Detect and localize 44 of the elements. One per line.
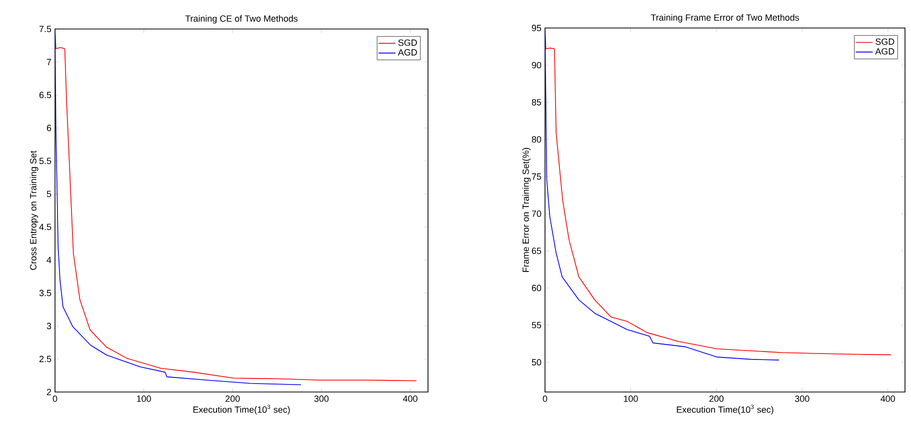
- y-tick-label: 75: [532, 173, 542, 180]
- y-tick-label: 5: [46, 190, 52, 198]
- y-tick-label: 90: [532, 62, 542, 68]
- y-tick-label: 3.5: [39, 290, 52, 296]
- x-tick-label: 200: [226, 396, 240, 402]
- y-tick-label: 50: [532, 359, 542, 366]
- y-tick-label: 7.5: [39, 26, 52, 32]
- chart-title: Training CE of Two Methods: [185, 15, 298, 24]
- y-tick-label: 95: [532, 24, 542, 32]
- y-tick-label: 7: [46, 58, 52, 66]
- x-tick-label: 0: [542, 396, 548, 402]
- legend-label: AGD: [398, 49, 417, 56]
- y-tick-label: 55: [532, 322, 542, 328]
- line-series: [545, 28, 780, 360]
- chart-title: Training Frame Error of Two Methods: [650, 14, 799, 22]
- x-tick-label: 100: [624, 396, 638, 402]
- y-tick-label: 80: [532, 136, 542, 143]
- y-tick-label: 2.5: [39, 356, 52, 362]
- x-tick-label: 400: [880, 396, 895, 402]
- x-tick-label: 100: [137, 396, 151, 402]
- y-tick-label: 3: [46, 322, 52, 330]
- x-tick-label: 300: [795, 396, 810, 402]
- line-series: [55, 28, 302, 386]
- y-tick-label: 65: [532, 248, 542, 254]
- x-tick-label: 0: [52, 396, 58, 402]
- x-tick-label: 400: [402, 396, 418, 402]
- legend-label: SGD: [398, 39, 417, 46]
- y-tick-label: 5.5: [39, 158, 52, 164]
- y-tick-label: 4.5: [39, 224, 52, 230]
- y-tick-label: 6.5: [39, 92, 52, 98]
- y-axis-title: Cross Entropy on Training Set: [30, 150, 38, 270]
- legend-label: SGD: [876, 38, 894, 45]
- x-axis-title: Execution Time(10$^{3}$ sec): [193, 404, 290, 415]
- x-tick-label: 200: [709, 396, 724, 402]
- y-tick-label: 4: [46, 256, 52, 264]
- y-tick-label: 85: [532, 99, 542, 106]
- y-tick-label: 60: [532, 284, 542, 292]
- legend-label: AGD: [875, 48, 894, 55]
- y-tick-label: 70: [532, 210, 542, 217]
- y-axis-title: Frame Error on Training Set(%): [522, 148, 531, 272]
- y-tick-label: 2: [46, 388, 52, 396]
- y-tick-label: 6: [46, 124, 52, 132]
- x-axis-title: Execution Time(10$^{3}$ sec): [676, 404, 774, 415]
- x-tick-label: 300: [314, 396, 329, 402]
